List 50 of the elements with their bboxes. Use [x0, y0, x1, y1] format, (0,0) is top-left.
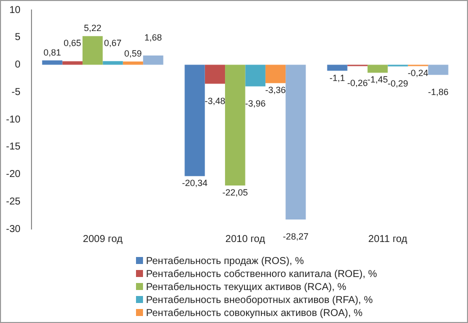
- data-label: 0,65: [64, 38, 82, 48]
- data-label: -3,96: [245, 98, 266, 108]
- data-label: -0,29: [388, 78, 408, 88]
- legend-label: Рентабельность продаж (ROS), %: [145, 255, 305, 268]
- bar: [102, 61, 123, 65]
- data-label: -0,24: [408, 68, 428, 78]
- data-label: -3,36: [265, 85, 286, 96]
- y-tick-label: -10: [6, 114, 21, 126]
- y-tick-label: -20: [6, 169, 21, 180]
- data-label: -1,86: [428, 86, 448, 97]
- bar: [265, 64, 286, 84]
- bar: [245, 64, 266, 86]
- y-tick-label: -30: [6, 224, 21, 235]
- bar: [42, 60, 62, 65]
- legend-label: Рентабельность внеоборотных активов (RFA), %: [145, 294, 374, 307]
- data-label: -1,1: [330, 72, 346, 83]
- y-tick-label: 5: [14, 32, 21, 44]
- bar: [428, 64, 448, 75]
- bar: [204, 64, 226, 84]
- data-label: 0,81: [43, 47, 61, 58]
- legend-label: Рентабельность совокупных активов (ROA), %: [145, 307, 364, 320]
- bar: [184, 64, 205, 176]
- legend-label: Рентабельность собственного капитала (ROE), %: [145, 268, 378, 281]
- data-label: 5,22: [84, 23, 102, 34]
- data-label: -20,34: [182, 178, 208, 188]
- bar: [225, 64, 246, 186]
- bar: [368, 64, 388, 73]
- data-label: -1,45: [367, 74, 388, 85]
- y-tick-label: 0: [14, 60, 21, 70]
- bar: [143, 56, 164, 65]
- bar: [327, 64, 348, 71]
- data-label: 0,59: [124, 48, 142, 59]
- bar: [286, 64, 306, 220]
- y-tick-label: -15: [6, 142, 21, 153]
- data-label: -3,48: [204, 96, 226, 106]
- data-label: 1,68: [144, 32, 162, 43]
- data-label: 0,67: [104, 38, 122, 48]
- x-tick-label: 2009 год: [82, 234, 123, 245]
- legend-label: Рентабельность текущих активов (RCA), %: [145, 281, 348, 294]
- data-label: -28,27: [282, 232, 308, 242]
- bar: [82, 36, 103, 65]
- data-label: -22,05: [222, 187, 248, 198]
- y-tick-label: -5: [12, 86, 21, 98]
- bar: [62, 61, 83, 65]
- x-tick-label: 2011 год: [368, 234, 408, 245]
- y-tick-label: 10: [9, 4, 21, 16]
- y-tick-label: -25: [6, 196, 21, 208]
- x-tick-label: 2010 год: [225, 234, 266, 245]
- data-label: -0,26: [347, 78, 368, 88]
- bar: [122, 62, 144, 65]
